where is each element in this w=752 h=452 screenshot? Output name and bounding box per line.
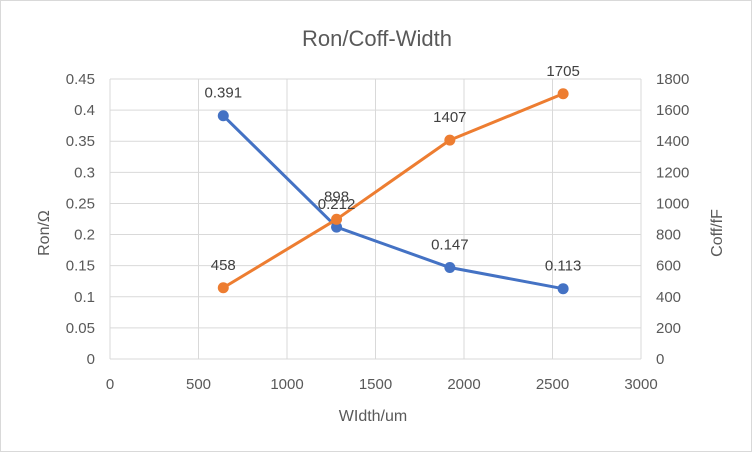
data-point xyxy=(331,221,343,233)
right-y-tick-label: 1000 xyxy=(656,195,689,212)
chart-title: Ron/Coff-Width xyxy=(302,26,452,51)
right-y-axis-ticks: 0 200 400 600 800 1000 1200 1400 1600 1800 xyxy=(656,71,689,368)
left-y-axis-ticks: 0 0.05 0.1 0.15 0.2 0.25 0.3 0.35 0.4 0.45 xyxy=(66,71,95,368)
left-y-tick-label: 0.15 xyxy=(66,258,95,275)
right-y-tick-label: 600 xyxy=(656,258,681,275)
data-label: 1705 xyxy=(546,63,579,80)
left-y-tick-label: 0 xyxy=(87,351,95,368)
data-point xyxy=(557,88,569,100)
right-y-tick-label: 1200 xyxy=(656,164,689,181)
right-y-tick-label: 0 xyxy=(656,351,664,368)
right-y-tick-label: 1600 xyxy=(656,102,689,119)
data-point xyxy=(331,213,343,225)
data-label: 0.391 xyxy=(205,85,243,102)
data-label: 898 xyxy=(324,188,349,205)
x-axis-ticks: 0 500 1000 1500 2000 2500 3000 xyxy=(106,376,658,393)
data-point xyxy=(444,134,456,146)
left-y-tick-label: 0.4 xyxy=(74,102,95,119)
series-layer xyxy=(217,88,569,295)
data-label: 0.147 xyxy=(431,237,469,254)
left-y-tick-label: 0.05 xyxy=(66,320,95,337)
left-y-tick-label: 0.2 xyxy=(74,227,95,244)
right-y-tick-label: 1800 xyxy=(656,71,689,88)
right-y-axis-title: Coff/fF xyxy=(709,209,726,257)
right-y-tick-label: 400 xyxy=(656,289,681,306)
left-y-axis-title: Ron/Ω xyxy=(36,210,53,256)
x-tick-label: 500 xyxy=(186,376,211,393)
data-labels-layer: 0.391 0.212 0.147 0.113 458 898 1407 1705 xyxy=(205,63,582,275)
data-label: 1407 xyxy=(433,109,466,126)
x-tick-label: 1500 xyxy=(359,376,392,393)
left-y-tick-label: 0.3 xyxy=(74,164,95,181)
data-label: 458 xyxy=(211,257,236,274)
x-axis-title: WIdth/um xyxy=(339,408,407,425)
series-line-1 xyxy=(222,114,564,291)
left-y-tick-label: 0.25 xyxy=(66,195,95,212)
x-tick-label: 0 xyxy=(106,376,114,393)
x-tick-label: 1000 xyxy=(270,376,303,393)
left-y-tick-label: 0.1 xyxy=(74,289,95,306)
x-tick-label: 3000 xyxy=(624,376,657,393)
x-tick-label: 2000 xyxy=(447,376,480,393)
data-point xyxy=(557,283,569,295)
right-y-tick-label: 200 xyxy=(656,320,681,337)
series-line-2 xyxy=(222,92,564,290)
left-y-tick-label: 0.35 xyxy=(66,133,95,150)
data-point xyxy=(444,262,456,274)
right-y-tick-label: 800 xyxy=(656,227,681,244)
data-point xyxy=(217,282,229,294)
right-y-tick-label: 1400 xyxy=(656,133,689,150)
data-label: 0.113 xyxy=(545,258,581,275)
gridlines xyxy=(109,78,642,360)
x-tick-label: 2500 xyxy=(536,376,569,393)
data-point xyxy=(217,110,229,122)
data-label: 0.212 xyxy=(318,196,356,213)
left-y-tick-label: 0.45 xyxy=(66,71,95,88)
